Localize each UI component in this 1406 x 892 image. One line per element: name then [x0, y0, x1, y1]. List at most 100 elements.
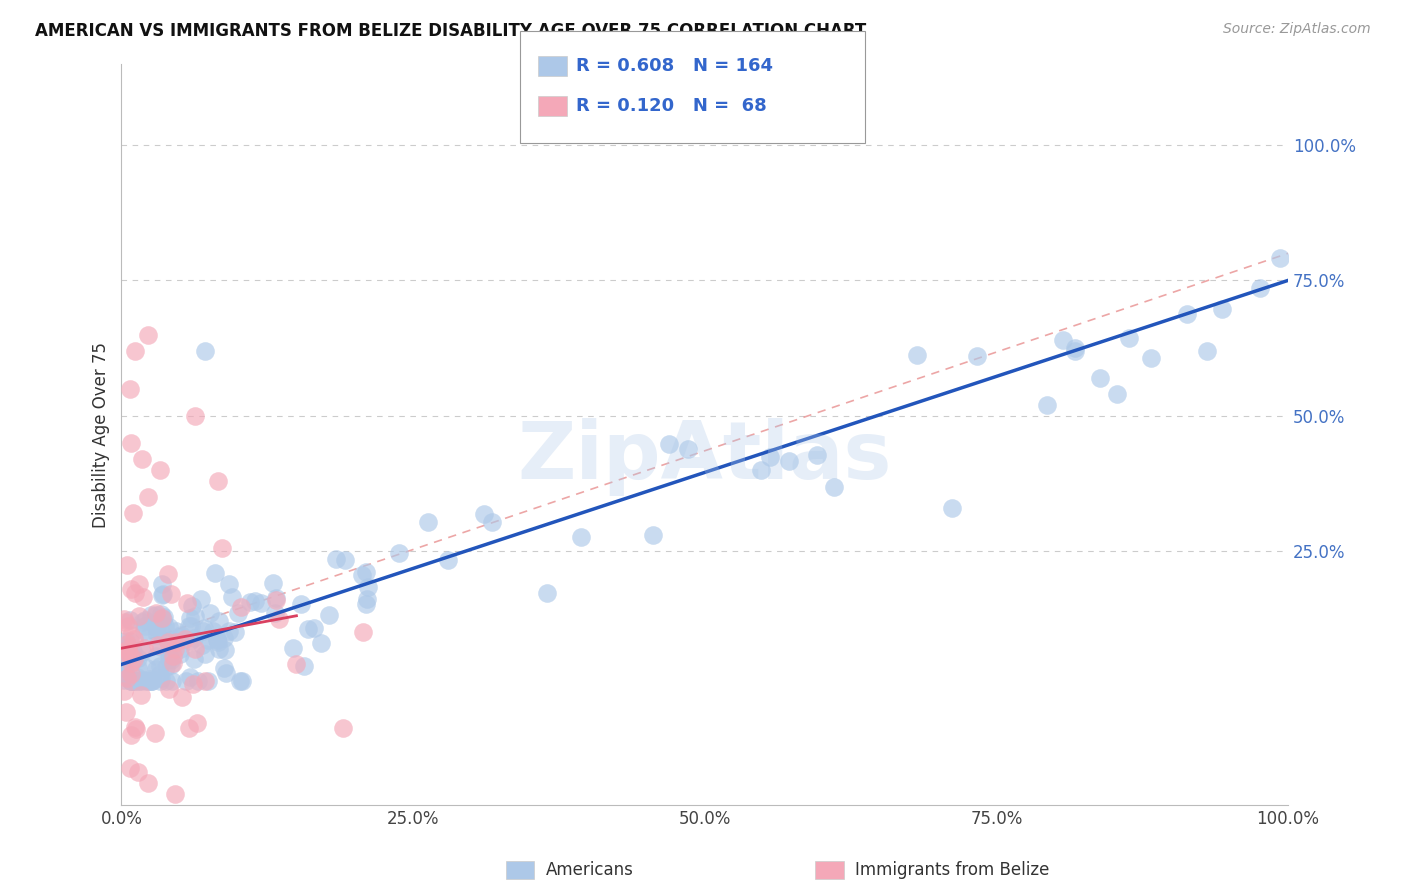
Point [170, 690, 193, 705]
Point [122, 644, 145, 658]
Point [139, 672, 162, 686]
Point [569, 530, 592, 544]
Point [135, 673, 157, 688]
Point [131, 673, 153, 688]
Point [245, 594, 267, 608]
Point [215, 666, 238, 681]
Point [145, 649, 167, 664]
Point [131, 645, 153, 659]
Point [194, 343, 217, 358]
Text: R = 0.608   N = 164: R = 0.608 N = 164 [576, 57, 773, 75]
Point [174, 673, 197, 688]
Point [166, 635, 188, 649]
Point [155, 673, 177, 688]
Point [112, 644, 135, 658]
Point [231, 673, 253, 688]
Point [120, 382, 142, 396]
Point [264, 607, 287, 621]
Point [120, 761, 142, 775]
Point [177, 619, 200, 633]
Point [128, 673, 150, 688]
Point [264, 591, 287, 605]
Point [941, 500, 963, 515]
Point [202, 624, 225, 639]
Point [472, 507, 495, 521]
Point [114, 665, 136, 679]
Point [127, 661, 149, 675]
Point [149, 673, 172, 688]
Point [332, 721, 354, 735]
Point [778, 454, 800, 468]
Point [129, 689, 152, 703]
Point [131, 451, 153, 466]
Point [214, 642, 236, 657]
Point [352, 568, 374, 582]
Point [152, 577, 174, 591]
Point [1249, 280, 1271, 294]
Point [132, 641, 155, 656]
Point [160, 653, 183, 667]
Point [1195, 343, 1218, 358]
Point [135, 661, 157, 675]
Point [150, 625, 173, 640]
Point [191, 638, 214, 652]
Point [115, 706, 138, 720]
Point [138, 673, 160, 688]
Point [416, 515, 439, 529]
Point [122, 506, 145, 520]
Text: Immigrants from Belize: Immigrants from Belize [855, 861, 1049, 879]
Point [1268, 252, 1291, 266]
Point [162, 648, 184, 663]
Point [153, 610, 176, 624]
Point [120, 673, 142, 688]
Point [170, 628, 193, 642]
Point [136, 490, 159, 504]
Point [145, 726, 167, 740]
Point [658, 436, 681, 450]
Point [218, 576, 240, 591]
Point [226, 606, 249, 620]
Point [150, 640, 173, 654]
Point [127, 764, 149, 779]
Point [676, 442, 699, 457]
Point [212, 661, 235, 675]
Point [150, 589, 173, 603]
Point [1064, 342, 1087, 356]
Point [356, 591, 378, 606]
Point [179, 611, 201, 625]
Point [356, 597, 378, 611]
Point [536, 586, 558, 600]
Point [122, 651, 145, 665]
Point [148, 659, 170, 673]
Point [114, 615, 136, 629]
Point [155, 659, 177, 673]
Point [388, 546, 411, 560]
Point [157, 648, 180, 662]
Point [309, 636, 332, 650]
Point [207, 635, 229, 649]
Point [141, 673, 163, 688]
Point [117, 646, 139, 660]
Point [759, 450, 782, 464]
Point [124, 586, 146, 600]
Point [165, 787, 187, 801]
Point [184, 609, 207, 624]
Point [128, 577, 150, 591]
Point [146, 638, 169, 652]
Point [157, 652, 180, 666]
Point [115, 633, 138, 648]
Point [117, 637, 139, 651]
Point [120, 435, 142, 450]
Point [284, 657, 307, 672]
Point [224, 624, 246, 639]
Text: AMERICAN VS IMMIGRANTS FROM BELIZE DISABILITY AGE OVER 75 CORRELATION CHART: AMERICAN VS IMMIGRANTS FROM BELIZE DISAB… [35, 22, 866, 40]
Point [148, 614, 170, 628]
Point [194, 647, 217, 661]
Point [806, 448, 828, 462]
Point [207, 614, 229, 628]
Point [352, 624, 374, 639]
Text: Americans: Americans [546, 861, 633, 879]
Point [127, 651, 149, 665]
Point [149, 667, 172, 681]
Point [152, 612, 174, 626]
